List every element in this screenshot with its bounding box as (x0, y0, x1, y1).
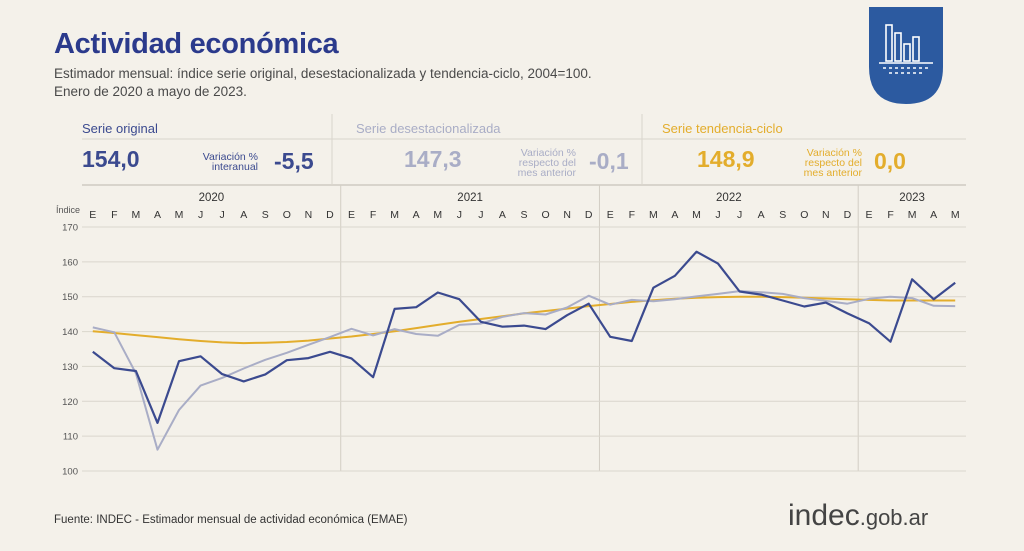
month-label: M (390, 209, 399, 221)
month-label: E (348, 209, 355, 221)
month-label: J (220, 209, 225, 221)
month-label: J (198, 209, 203, 221)
month-label: F (111, 209, 117, 221)
month-label: M (649, 209, 658, 221)
month-label: S (779, 209, 786, 221)
month-label: N (563, 209, 571, 221)
y-tick-label: 100 (62, 467, 78, 478)
y-tick-label: 170 (62, 223, 78, 234)
subtitle-line-2: Enero de 2020 a mayo de 2023. (54, 84, 247, 99)
subtitle-line-1: Estimador mensual: índice serie original… (54, 66, 592, 81)
y-axis-label: Índice (56, 205, 80, 215)
month-label: O (283, 209, 291, 221)
series-line-desestacionalizada (92, 290, 956, 451)
panel-value-desest: 147,3 (404, 146, 462, 172)
y-tick-label: 140 (62, 327, 78, 338)
y-tick-label: 150 (62, 292, 78, 303)
month-label: D (844, 209, 852, 221)
year-label: 2022 (716, 192, 742, 204)
month-label: E (865, 209, 872, 221)
month-label: M (433, 209, 442, 221)
month-label: A (758, 209, 765, 221)
month-label: A (671, 209, 678, 221)
month-label: M (692, 209, 701, 221)
month-label: J (715, 209, 720, 221)
panel-varlabel-desest: Variación % respecto del mes anterior (517, 147, 576, 179)
month-label: N (305, 209, 313, 221)
month-label: M (132, 209, 141, 221)
panel-value-original: 154,0 (82, 146, 140, 172)
y-tick-label: 160 (62, 257, 78, 268)
y-tick-label: 130 (62, 362, 78, 373)
year-label: 2023 (899, 192, 925, 204)
month-label: S (262, 209, 269, 221)
month-label: J (478, 209, 483, 221)
month-label: A (154, 209, 161, 221)
panel-label-desest: Serie desestacionalizada (356, 121, 501, 136)
panel-label-original: Serie original (82, 121, 158, 136)
month-label: F (887, 209, 893, 221)
month-label: A (499, 209, 506, 221)
month-label: J (457, 209, 462, 221)
month-label: F (629, 209, 635, 221)
month-label: S (520, 209, 527, 221)
month-label: O (800, 209, 808, 221)
month-label: M (175, 209, 184, 221)
month-label: A (413, 209, 420, 221)
month-label: D (585, 209, 593, 221)
panel-varlabel-tendencia: Variación % respecto del mes anterior (803, 147, 862, 179)
month-label: A (930, 209, 937, 221)
month-label: A (240, 209, 247, 221)
panel-varlabel-original: Variación % interanual (202, 151, 258, 173)
source-note: Fuente: INDEC - Estimador mensual de act… (54, 514, 408, 526)
panel-varvalue-tendencia: 0,0 (874, 148, 906, 174)
year-label: 2021 (457, 192, 483, 204)
year-label: 2020 (199, 192, 225, 204)
series-line-original (92, 250, 956, 424)
month-label: E (89, 209, 96, 221)
y-tick-label: 120 (62, 397, 78, 408)
month-label: D (326, 209, 334, 221)
panel-varvalue-original: -5,5 (274, 148, 314, 174)
y-tick-label: 110 (63, 432, 78, 443)
month-label: N (822, 209, 830, 221)
month-label: O (541, 209, 549, 221)
month-label: E (607, 209, 614, 221)
indec-brand-logo: indec.gob.ar (788, 499, 929, 532)
month-label: M (908, 209, 917, 221)
month-label: J (737, 209, 742, 221)
month-label: M (951, 209, 960, 221)
month-label: F (370, 209, 376, 221)
panel-value-tendencia: 148,9 (697, 146, 755, 172)
page-title: Actividad económica (54, 28, 339, 60)
panel-label-tendencia: Serie tendencia-ciclo (662, 121, 783, 136)
panel-varvalue-desest: -0,1 (589, 148, 629, 174)
indec-emblem-icon (869, 7, 943, 104)
